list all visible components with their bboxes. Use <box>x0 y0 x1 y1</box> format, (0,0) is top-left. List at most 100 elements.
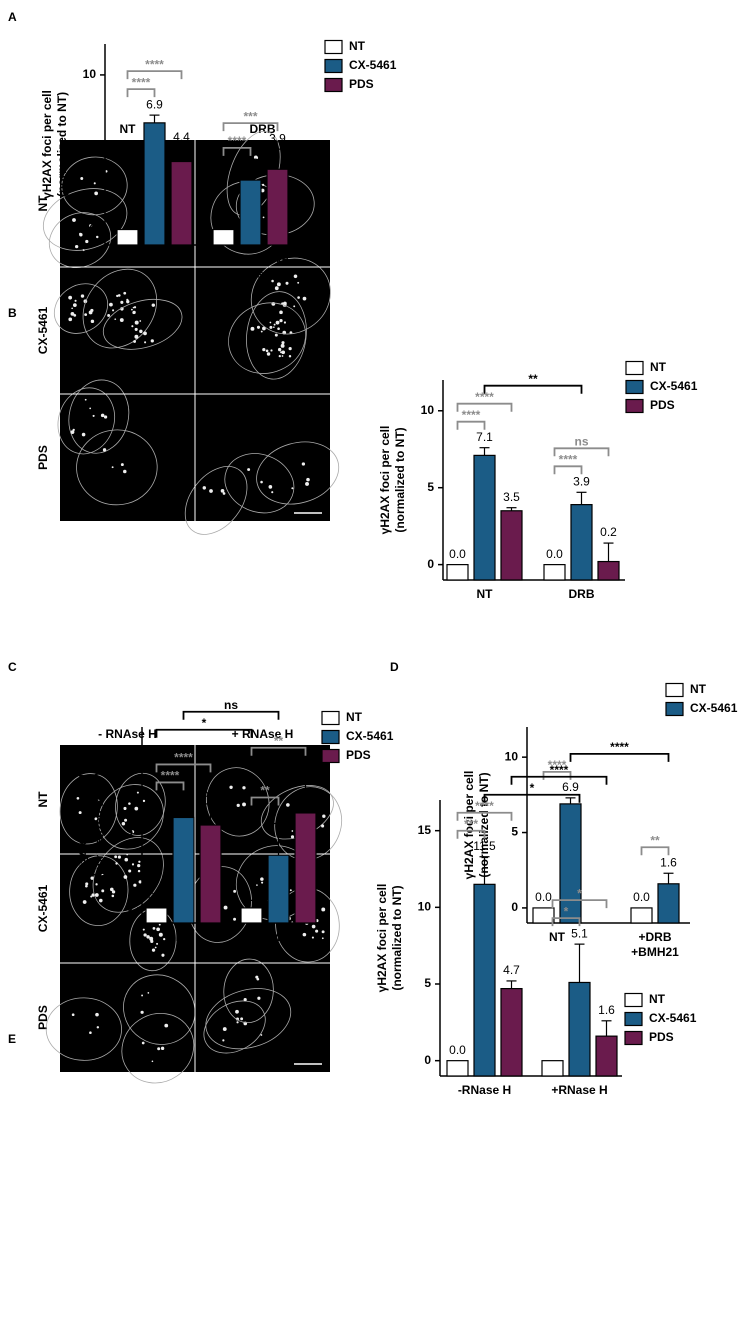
focus <box>139 320 142 322</box>
value-label: 0.0 <box>119 212 136 226</box>
significance-label: **** <box>174 751 193 765</box>
focus <box>76 796 80 800</box>
focus <box>72 428 75 432</box>
focus <box>131 863 135 866</box>
x-tick-label: +RNase H <box>551 1083 607 1097</box>
focus <box>293 274 298 279</box>
focus <box>134 320 139 325</box>
y-axis-label: γH2AX foci per cell(normalized to NT) <box>40 90 69 199</box>
focus <box>111 890 116 894</box>
focus <box>70 311 75 316</box>
significance-label: * <box>202 716 207 730</box>
legend-label: NT <box>650 360 667 374</box>
x-tick-label: DRB <box>569 587 595 601</box>
focus <box>132 311 136 315</box>
y-tick-label: 10 <box>505 749 519 763</box>
x-tick-label: -RNase H <box>458 1083 511 1097</box>
focus <box>96 235 99 239</box>
bar <box>630 907 653 924</box>
bar <box>143 122 166 246</box>
focus <box>297 296 300 299</box>
bar <box>266 168 289 246</box>
focus <box>220 488 225 493</box>
legend-label: NT <box>346 710 363 724</box>
nucleus <box>256 441 340 505</box>
focus <box>269 321 272 324</box>
value-label: 6.9 <box>562 780 579 794</box>
nucleus <box>250 257 331 335</box>
focus <box>111 894 115 898</box>
legend-swatch <box>324 77 343 93</box>
focus <box>150 339 154 343</box>
focus <box>68 317 73 322</box>
focus <box>321 937 324 940</box>
value-label: 0.0 <box>148 890 165 904</box>
focus <box>128 802 131 805</box>
focus <box>134 806 139 811</box>
legend-label: NT <box>690 682 707 696</box>
legend-label: NT <box>649 992 666 1006</box>
focus <box>144 341 147 344</box>
significance-label: **** <box>475 390 494 404</box>
focus <box>163 937 166 941</box>
significance-bracket <box>551 899 608 909</box>
x-tick-label: +BMH21 <box>255 930 303 944</box>
focus <box>71 307 73 310</box>
focus <box>78 811 82 815</box>
focus <box>260 1034 263 1036</box>
significance-label: **** <box>559 452 578 466</box>
focus <box>151 1060 154 1063</box>
value-label: 3.9 <box>573 474 590 488</box>
focus <box>279 310 283 315</box>
focus <box>291 487 294 490</box>
focus <box>134 327 138 331</box>
legend-label: CX-5461 <box>349 58 397 72</box>
focus <box>141 1041 145 1045</box>
y-tick-label: 15 <box>418 823 432 837</box>
focus <box>126 299 130 304</box>
focus <box>109 302 113 307</box>
focus <box>268 485 273 489</box>
y-tick-label: 0 <box>427 557 434 571</box>
focus <box>134 334 139 339</box>
panel-letter: D <box>390 660 399 674</box>
focus <box>256 325 261 329</box>
focus <box>111 466 114 469</box>
micrograph-row-label: PDS <box>36 445 50 470</box>
focus <box>143 331 147 336</box>
focus <box>322 814 326 818</box>
focus <box>85 884 88 888</box>
legend-label: NT <box>349 39 366 53</box>
focus <box>102 448 107 452</box>
value-label: 0.0 <box>449 547 466 561</box>
nucleus <box>115 772 166 836</box>
y-tick-label: 5 <box>427 480 434 494</box>
significance-bracket <box>483 793 581 803</box>
focus <box>256 977 260 981</box>
focus <box>147 992 150 994</box>
legend-swatch <box>624 992 643 1008</box>
focus <box>150 939 154 943</box>
focus <box>262 216 265 219</box>
focus <box>124 818 128 822</box>
focus <box>89 224 93 228</box>
value-label: 6.9 <box>146 97 163 111</box>
significance-bracket <box>456 811 513 821</box>
focus <box>260 188 265 193</box>
x-tick-label: NT <box>477 587 494 601</box>
panel-letter: A <box>8 10 17 24</box>
focus <box>229 785 233 789</box>
micrograph-row-label: PDS <box>36 1005 50 1030</box>
legend-swatch <box>625 398 644 414</box>
bar <box>473 454 496 581</box>
focus <box>233 889 237 893</box>
focus <box>85 882 89 886</box>
value-label: 0.2 <box>600 525 617 539</box>
focus <box>290 835 295 839</box>
focus <box>156 927 160 932</box>
bar <box>145 907 168 924</box>
focus <box>136 791 139 794</box>
focus <box>288 355 292 358</box>
focus <box>281 350 286 355</box>
significance-label: ** <box>528 372 538 386</box>
